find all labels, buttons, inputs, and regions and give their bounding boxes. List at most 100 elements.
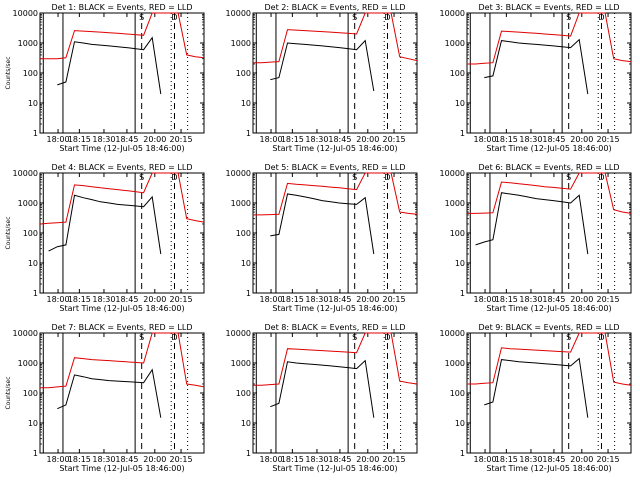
- panel-title: Det 3: BLACK = Events, RED = LLD: [479, 3, 620, 12]
- x-tick-label: 20:00: [143, 135, 166, 144]
- x-tick-label: 18:15: [281, 295, 304, 304]
- panel-title: Det 6: BLACK = Events, RED = LLD: [479, 163, 620, 172]
- panel-title: Det 4: BLACK = Events, RED = LLD: [52, 163, 193, 172]
- y-axis-label: Counts/sec: [5, 56, 12, 89]
- plot-frame: [39, 12, 205, 134]
- x-tick-label: 18:00: [474, 295, 497, 304]
- x-tick-label: 18:30: [92, 295, 115, 304]
- lld-series-line: [467, 12, 632, 65]
- x-tick-label: 20:00: [570, 455, 593, 464]
- lld-series-line: [467, 332, 632, 386]
- detector-panel-5: Det 5: BLACK = Events, RED = LLD 1 10 100 10…: [226, 163, 418, 313]
- y-tick-label: 1: [246, 449, 251, 458]
- y-tick-label: 10: [241, 99, 251, 108]
- x-axis-label: Start Time (12-Jul-05 18:46:00): [272, 464, 397, 473]
- y-tick-label: 1: [460, 449, 465, 458]
- x-axis-label: Start Time (12-Jul-05 18:46:00): [59, 304, 184, 313]
- events-series-line: [484, 357, 589, 418]
- x-tick-label: 18:00: [260, 295, 283, 304]
- x-tick-label: 18:30: [305, 455, 328, 464]
- lld-series-line: [253, 12, 418, 64]
- x-tick-label: 20:15: [170, 455, 193, 464]
- saa-marker-label: S: [566, 173, 571, 182]
- y-tick-label: 10: [455, 419, 465, 428]
- plot-frame: [39, 172, 205, 294]
- x-tick-label: 20:00: [570, 295, 593, 304]
- x-tick-label: 18:15: [68, 135, 91, 144]
- x-tick-label: 18:15: [68, 295, 91, 304]
- plot-frame: [252, 172, 418, 294]
- d-marker-label: D: [598, 13, 604, 22]
- y-tick-label: 10: [455, 99, 465, 108]
- lld-series-line: [40, 12, 205, 60]
- y-tick-label: 10: [28, 99, 38, 108]
- x-tick-label: 18:15: [495, 135, 518, 144]
- y-tick-label: 10: [241, 259, 251, 268]
- detector-panel-1: Det 1: BLACK = Events, RED = LLD 1 10 100 10…: [5, 3, 205, 153]
- y-tick-label: 10000: [226, 169, 251, 178]
- x-tick-label: 18:45: [542, 135, 565, 144]
- detector-panel-3: Det 3: BLACK = Events, RED = LLD 1 10 100 10…: [440, 3, 632, 153]
- y-tick-label: 1000: [231, 39, 251, 48]
- y-tick-label: 10000: [13, 9, 38, 18]
- panel-title: Det 8: BLACK = Events, RED = LLD: [265, 323, 406, 332]
- x-tick-label: 20:00: [143, 295, 166, 304]
- d-marker-label: D: [598, 173, 604, 182]
- saa-marker-label: S: [352, 173, 357, 182]
- x-tick-label: 18:45: [542, 295, 565, 304]
- x-tick-label: 18:00: [474, 455, 497, 464]
- y-tick-label: 100: [23, 69, 38, 78]
- x-axis-label: Start Time (12-Jul-05 18:46:00): [59, 464, 184, 473]
- x-tick-label: 18:45: [328, 295, 351, 304]
- y-tick-label: 100: [450, 389, 465, 398]
- x-tick-label: 18:45: [328, 135, 351, 144]
- y-tick-label: 1: [246, 289, 251, 298]
- x-tick-label: 18:00: [47, 135, 70, 144]
- x-tick-label: 18:00: [474, 135, 497, 144]
- x-tick-label: 18:45: [542, 455, 565, 464]
- saa-marker-label: S: [352, 13, 357, 22]
- x-tick-label: 20:00: [356, 455, 379, 464]
- x-tick-label: 20:15: [170, 135, 193, 144]
- x-tick-label: 20:00: [143, 455, 166, 464]
- x-tick-label: 18:00: [47, 455, 70, 464]
- d-marker-label: D: [384, 13, 390, 22]
- y-tick-label: 1000: [445, 199, 465, 208]
- x-tick-label: 20:15: [597, 455, 620, 464]
- y-tick-label: 100: [236, 69, 251, 78]
- panel-title: Det 2: BLACK = Events, RED = LLD: [265, 3, 406, 12]
- x-tick-label: 18:30: [519, 455, 542, 464]
- x-axis-label: Start Time (12-Jul-05 18:46:00): [272, 304, 397, 313]
- d-marker-label: D: [384, 173, 390, 182]
- x-tick-label: 18:45: [115, 455, 138, 464]
- y-tick-label: 1: [33, 129, 38, 138]
- detector-panel-2: Det 2: BLACK = Events, RED = LLD 1 10 100 10…: [226, 3, 418, 153]
- d-marker-label: D: [598, 333, 604, 342]
- y-tick-label: 1: [33, 449, 38, 458]
- x-tick-label: 18:30: [92, 455, 115, 464]
- y-tick-label: 100: [450, 229, 465, 238]
- lld-series-line: [467, 172, 632, 214]
- y-tick-label: 1000: [445, 39, 465, 48]
- x-tick-label: 20:15: [597, 295, 620, 304]
- x-tick-label: 20:15: [383, 295, 406, 304]
- saa-marker-label: S: [139, 13, 144, 22]
- detector-panel-7: Det 7: BLACK = Events, RED = LLD 1 10 100 10…: [5, 323, 205, 473]
- d-marker-label: D: [171, 173, 177, 182]
- x-tick-label: 18:15: [281, 135, 304, 144]
- y-tick-label: 1: [33, 289, 38, 298]
- y-tick-label: 100: [236, 389, 251, 398]
- lld-series-line: [253, 332, 418, 386]
- x-tick-label: 18:30: [305, 295, 328, 304]
- x-tick-label: 18:45: [115, 295, 138, 304]
- x-tick-label: 20:00: [356, 135, 379, 144]
- events-series-line: [270, 193, 375, 255]
- lld-series-line: [39, 172, 205, 225]
- x-tick-label: 18:30: [92, 135, 115, 144]
- detector-panel-9: Det 9: BLACK = Events, RED = LLD 1 10 100 10…: [440, 323, 632, 473]
- y-tick-label: 1000: [18, 359, 38, 368]
- x-axis-label: Start Time (12-Jul-05 18:46:00): [486, 304, 611, 313]
- y-tick-label: 100: [236, 229, 251, 238]
- x-tick-label: 18:00: [47, 295, 70, 304]
- y-tick-label: 10000: [13, 329, 38, 338]
